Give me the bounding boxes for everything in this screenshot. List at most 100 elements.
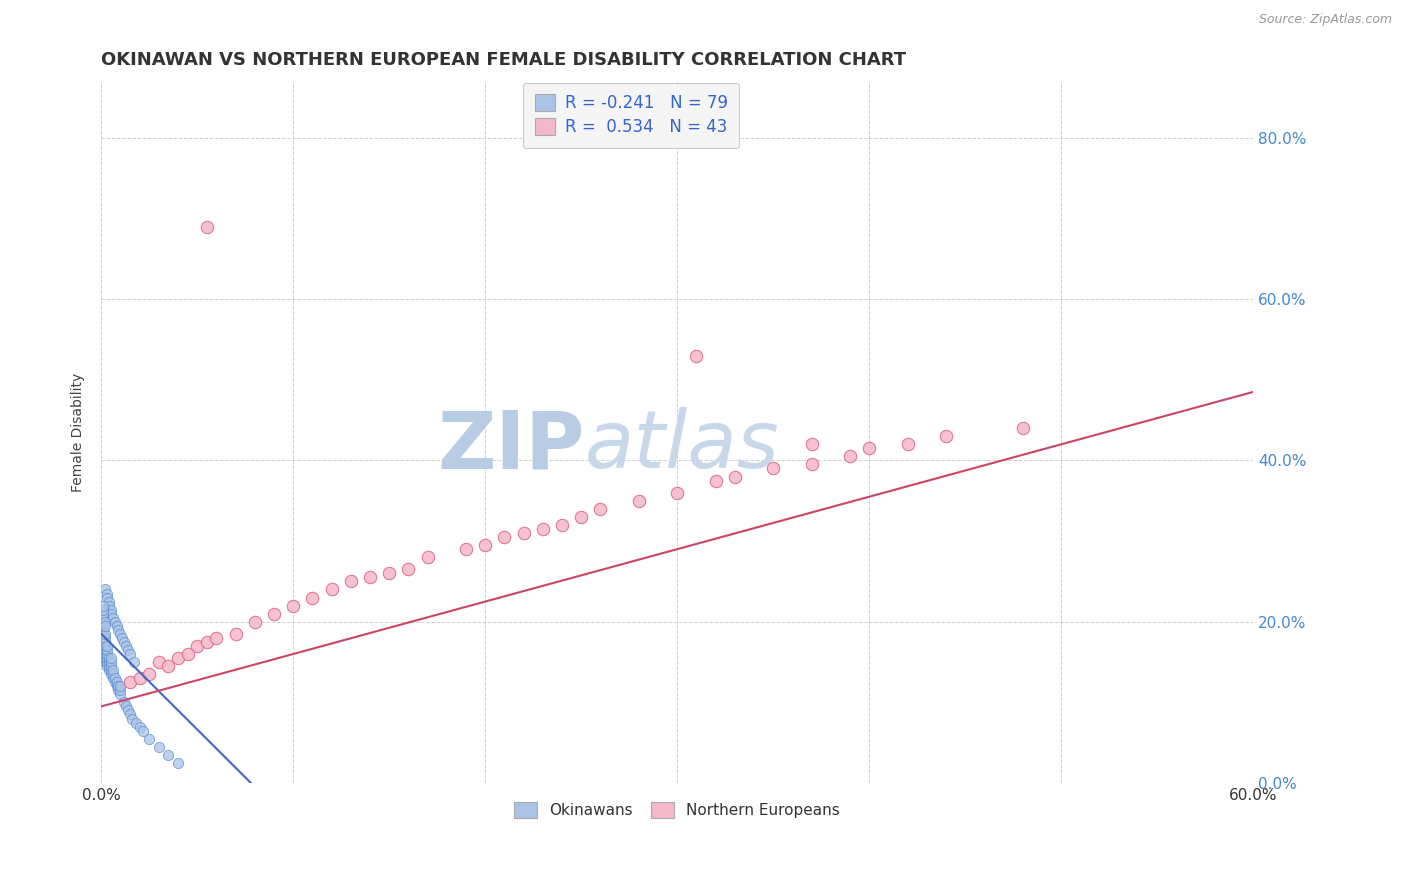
Point xyxy=(112,635,135,649)
Point xyxy=(100,651,122,665)
Point xyxy=(107,679,129,693)
Point xyxy=(225,627,247,641)
Point xyxy=(839,450,862,464)
Point xyxy=(704,474,727,488)
Point xyxy=(110,627,132,641)
Y-axis label: Female Disability: Female Disability xyxy=(72,373,86,491)
Point xyxy=(110,687,132,701)
Point xyxy=(94,627,117,641)
Point xyxy=(94,619,117,633)
Point xyxy=(100,602,122,616)
Point xyxy=(167,756,190,770)
Point xyxy=(666,485,689,500)
Point xyxy=(91,627,114,641)
Point xyxy=(91,599,114,613)
Point xyxy=(91,651,114,665)
Point xyxy=(94,639,117,653)
Point xyxy=(301,591,323,605)
Point xyxy=(396,562,419,576)
Point xyxy=(128,720,150,734)
Point xyxy=(97,651,120,665)
Point xyxy=(96,591,118,605)
Point xyxy=(454,542,477,557)
Point xyxy=(243,615,266,629)
Point xyxy=(94,615,117,629)
Point xyxy=(121,712,143,726)
Point xyxy=(176,647,198,661)
Point xyxy=(96,655,118,669)
Point xyxy=(91,639,114,653)
Point xyxy=(91,623,114,637)
Point xyxy=(96,639,118,653)
Point xyxy=(91,635,114,649)
Point xyxy=(118,675,141,690)
Point xyxy=(110,679,132,693)
Point xyxy=(97,659,120,673)
Point xyxy=(104,675,127,690)
Point xyxy=(148,655,170,669)
Point xyxy=(531,522,554,536)
Point xyxy=(569,509,592,524)
Point xyxy=(101,610,124,624)
Text: atlas: atlas xyxy=(585,408,780,485)
Point xyxy=(195,219,218,234)
Point xyxy=(100,655,122,669)
Point xyxy=(91,643,114,657)
Point xyxy=(148,739,170,754)
Point xyxy=(105,619,128,633)
Point xyxy=(91,631,114,645)
Point xyxy=(378,566,401,581)
Point xyxy=(101,671,124,685)
Point xyxy=(138,731,160,746)
Point xyxy=(107,683,129,698)
Point xyxy=(138,667,160,681)
Point xyxy=(117,703,139,717)
Point xyxy=(118,707,141,722)
Point xyxy=(97,663,120,677)
Point xyxy=(96,647,118,661)
Text: ZIP: ZIP xyxy=(437,408,585,485)
Point xyxy=(589,501,612,516)
Point xyxy=(122,655,145,669)
Point xyxy=(112,695,135,709)
Point xyxy=(97,594,120,608)
Point xyxy=(105,675,128,690)
Point xyxy=(186,639,208,653)
Point xyxy=(118,647,141,661)
Point xyxy=(100,663,122,677)
Point xyxy=(1012,421,1035,435)
Point xyxy=(125,715,148,730)
Point xyxy=(96,643,118,657)
Point xyxy=(512,526,534,541)
Point xyxy=(685,349,707,363)
Point xyxy=(111,631,134,645)
Point xyxy=(321,582,343,597)
Point xyxy=(263,607,285,621)
Point xyxy=(94,647,117,661)
Point xyxy=(474,538,496,552)
Point xyxy=(724,469,747,483)
Point xyxy=(128,671,150,685)
Point xyxy=(551,518,574,533)
Point xyxy=(627,493,650,508)
Point xyxy=(91,647,114,661)
Point xyxy=(96,659,118,673)
Point xyxy=(157,747,180,762)
Point xyxy=(104,615,127,629)
Point xyxy=(107,623,129,637)
Point xyxy=(101,667,124,681)
Point xyxy=(110,683,132,698)
Point xyxy=(897,437,920,451)
Point xyxy=(91,602,114,616)
Point xyxy=(494,530,516,544)
Legend: Okinawans, Northern Europeans: Okinawans, Northern Europeans xyxy=(508,797,846,824)
Point xyxy=(94,582,117,597)
Point xyxy=(94,655,117,669)
Point xyxy=(800,437,823,451)
Point xyxy=(340,574,363,589)
Point xyxy=(94,651,117,665)
Point xyxy=(115,639,138,653)
Point xyxy=(97,599,120,613)
Point xyxy=(100,667,122,681)
Point xyxy=(132,723,155,738)
